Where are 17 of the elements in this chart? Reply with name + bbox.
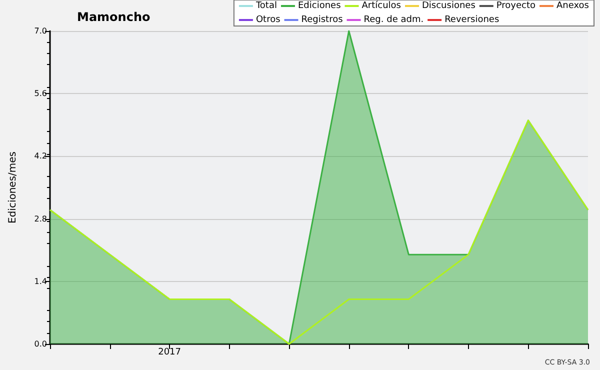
legend-label: Discusiones [422,1,476,11]
legend-label: Otros [256,15,281,25]
legend-label: Registros [301,15,344,25]
y-tick-label: 2.8 [34,214,47,224]
x-tick-label: 2017 [158,348,182,358]
legend-label: Ediciones [298,1,342,11]
y-tick-label: 5.6 [34,89,47,98]
legend-label: Reg. de adm. [364,15,424,25]
legend-label: Reversiones [444,15,500,25]
y-tick-label: 1.4 [34,276,47,286]
y-axis-title: Ediciones/mes [8,151,18,224]
legend-label: Proyecto [496,1,536,11]
legend-label: Artículos [362,0,402,11]
chart-title: Mamoncho [77,10,150,24]
legend-label: Anexos [556,1,590,11]
legend-label: Total [254,1,277,11]
y-tick-label: 4.2 [34,152,47,161]
